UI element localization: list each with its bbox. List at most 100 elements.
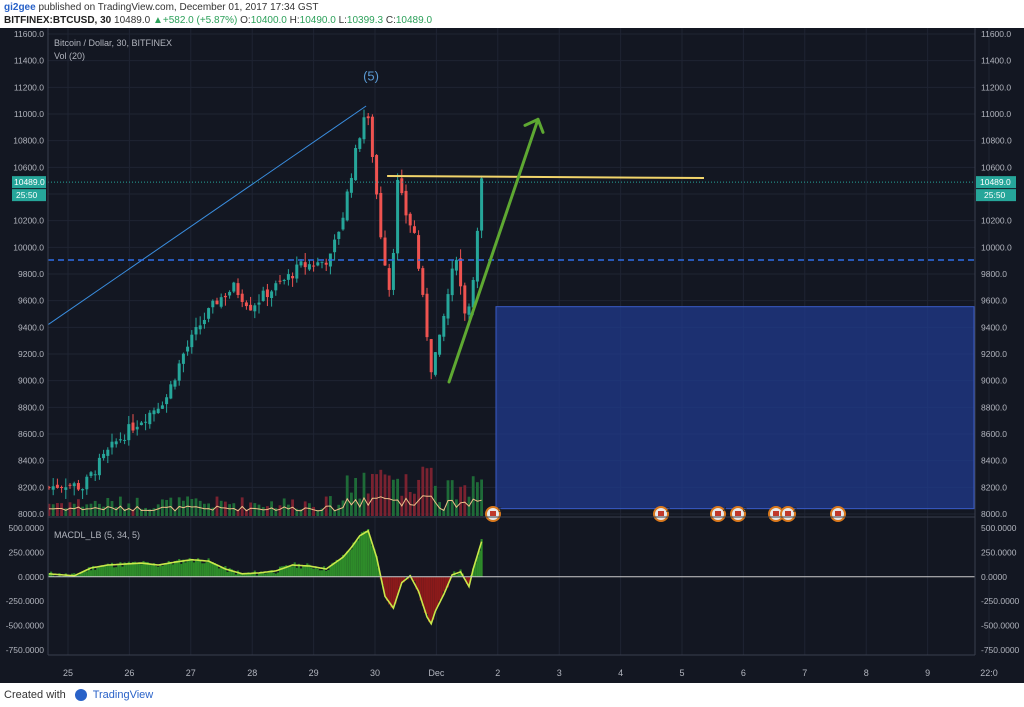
macd-bar	[218, 568, 221, 577]
macd-bar	[134, 561, 137, 577]
volume-bar	[64, 508, 68, 516]
wave-trend-line[interactable]	[47, 105, 367, 326]
candle-body	[102, 453, 106, 459]
volume-bar	[152, 508, 156, 516]
macd-bar	[232, 570, 235, 577]
volume-bar	[375, 474, 378, 516]
price-axis-right[interactable]: 11600.0 11400.0 11200.0 11000.0 10800.0 10600…	[981, 29, 1012, 519]
close-value: 10489.0	[395, 15, 433, 26]
macd-bar	[390, 576, 393, 608]
tradingview-link[interactable]: TradingView	[92, 689, 154, 701]
macd-bar	[369, 537, 372, 577]
macd-bar	[226, 571, 229, 577]
volume-bar	[47, 503, 51, 516]
macd-bar	[87, 567, 90, 577]
price-tick-label: 10800.0	[13, 136, 44, 146]
macd-bar	[325, 570, 328, 577]
price-axis-left[interactable]: 11600.0 11400.0 11200.0 11000.0 10800.0 10600…	[13, 29, 44, 519]
macd-bar	[150, 564, 153, 577]
macd-bar	[123, 562, 126, 577]
volume-bar	[68, 502, 72, 516]
price-tick-label: 8400.0	[981, 456, 1007, 466]
macd-bar	[81, 572, 84, 577]
open-label: O:	[240, 15, 251, 26]
volume-bar	[417, 479, 420, 516]
macd-bar	[157, 566, 160, 577]
author-link[interactable]: gi2gee	[4, 2, 36, 13]
projection-arrow[interactable]	[447, 117, 540, 384]
candlestick-series	[47, 109, 484, 499]
macd-tick-label: -750.0000	[6, 645, 45, 655]
price-tag-right: 10489.0 25:50	[976, 176, 1016, 202]
candle-body	[165, 397, 169, 405]
publish-line: gi2gee published on TradingView.com, Dec…	[4, 2, 318, 13]
macd-bar	[415, 576, 418, 590]
time-tick-label: 30	[370, 668, 380, 678]
ohlc-line: BITFINEX:BTCUSD, 30 10489.0 ▲+582.0 (+5.…	[4, 15, 432, 26]
volume-bar	[312, 506, 315, 516]
price-tick-label: 10000.0	[981, 242, 1012, 252]
volume-bar	[198, 500, 202, 516]
macd-bar	[113, 567, 116, 577]
macd-bar	[444, 576, 447, 589]
macd-bar	[209, 562, 212, 577]
price-chart[interactable]: (5) 524862 11600.011400.011200.011000.01…	[0, 28, 1024, 683]
macd-bar	[245, 573, 248, 577]
volume-bar	[274, 508, 278, 516]
price-tick-label: 11000.0	[14, 109, 44, 119]
macd-bar	[159, 564, 162, 577]
macd-bar	[299, 568, 303, 577]
macd-bar	[146, 561, 149, 577]
candle-body	[64, 487, 68, 490]
volume-bar	[127, 503, 131, 516]
time-tick-label: 4	[618, 668, 623, 678]
macd-bar	[260, 571, 263, 577]
macd-bar	[333, 562, 336, 577]
resistance-level-line[interactable]	[387, 175, 705, 179]
macd-tick-label: 500.0000	[9, 523, 45, 533]
candle-body	[400, 178, 404, 194]
candle-body	[89, 472, 93, 476]
macd-bar	[98, 566, 101, 577]
macd-bar	[239, 572, 242, 577]
price-tick-label: 8800.0	[18, 402, 44, 412]
price-tick-label: 9000.0	[981, 376, 1007, 386]
candle-body	[366, 116, 370, 119]
price-tick-label: 11400.0	[14, 56, 44, 66]
macd-bar	[316, 568, 319, 577]
volume-bar	[434, 485, 437, 516]
time-axis[interactable]: 25 26 27 28 29 30 Dec 2 3 4 5 6 7 8 9 22:0	[63, 668, 998, 678]
price-tick-label: 9400.0	[18, 322, 44, 332]
event-count-label: 2	[666, 507, 670, 514]
time-tick-label: 3	[557, 668, 562, 678]
macd-bar	[249, 572, 252, 577]
macd-bar	[362, 531, 366, 577]
candle-body	[207, 308, 211, 319]
candle-body	[349, 177, 353, 193]
macd-bar	[440, 576, 443, 598]
volume-bar	[232, 503, 236, 516]
macd-bar	[197, 558, 200, 577]
volume-bar	[421, 466, 425, 516]
macd-axis-right: 500.0000 250.0000 0.0000 -250.0000 -500.0000…	[981, 523, 1020, 655]
tradingview-logo-icon	[74, 689, 87, 702]
volume-bar	[316, 509, 320, 516]
candle-body	[81, 489, 85, 491]
price-tick-label: 11600.0	[14, 29, 44, 39]
volume-bar	[123, 508, 126, 516]
macd-bar	[47, 572, 51, 577]
target-zone-box[interactable]	[495, 306, 975, 510]
macd-bar	[178, 558, 181, 577]
candle-body	[396, 179, 400, 254]
macd-bar	[243, 572, 246, 577]
chart-title: Bitcoin / Dollar, 30, BITFINEX	[54, 38, 172, 48]
volume-bar	[60, 503, 63, 516]
time-tick-label: 9	[925, 668, 930, 678]
macd-tick-label: 250.0000	[9, 547, 45, 557]
volume-bar	[81, 506, 84, 516]
macd-bar	[302, 566, 305, 577]
flag-icon	[715, 511, 721, 516]
volume-bar	[379, 469, 383, 516]
time-tick-label: 8	[864, 668, 869, 678]
volume-bar	[245, 509, 248, 516]
